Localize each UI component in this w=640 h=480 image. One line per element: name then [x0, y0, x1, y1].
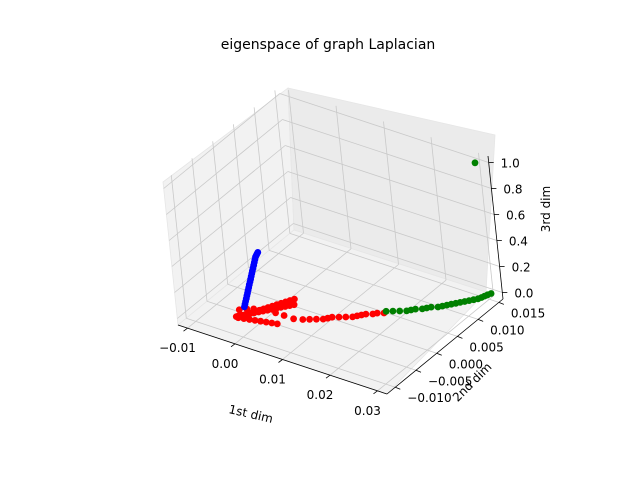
- z-axis-line: [487, 155, 504, 300]
- series-3-point-2: [396, 307, 404, 315]
- z-tick-label-0: 0.0: [514, 287, 533, 301]
- series-1-point-20: [268, 319, 276, 327]
- series-1-point-13: [290, 301, 298, 309]
- x-grid-back-2: [383, 121, 399, 265]
- series-1-point-17: [251, 317, 259, 324]
- x-tick-mark-1: [230, 343, 236, 348]
- series-1-point-39: [257, 306, 265, 314]
- series-1-point-43: [290, 315, 297, 323]
- chart-title: eigenspace of graph Laplacian: [221, 37, 436, 53]
- y-tick-mark-5: [498, 302, 505, 305]
- tick-labels: −0.01 0.00 0.01 0.02 0.03 −0.010 −0.005 0.000 0.…: [159, 157, 545, 418]
- z-grid-back-0: [293, 223, 503, 293]
- y-tick-mark-1: [415, 369, 422, 373]
- y-tick-label-3: 0.005: [469, 340, 503, 354]
- x-tick-label-1: 0.00: [212, 357, 239, 371]
- series-3-point-23: [471, 159, 479, 167]
- y-tick-mark-3: [457, 335, 463, 339]
- y-grid-floor-3: [248, 266, 458, 337]
- series-1-point-35: [291, 295, 298, 303]
- x-grid-back-0: [288, 90, 304, 234]
- series-1-point-44: [299, 316, 307, 323]
- x-tick-mark-4: [373, 390, 378, 395]
- x-tick-label-3: 0.02: [307, 388, 334, 402]
- y-grid-floor-5: [289, 233, 499, 303]
- z-grid-left-2: [171, 171, 289, 267]
- series-1-point-40: [264, 306, 271, 314]
- z-grid-left-0: [177, 223, 294, 319]
- series-1-point-19: [262, 318, 270, 326]
- series-3-point-5: [412, 305, 419, 313]
- x-grid-floor-2: [282, 264, 399, 360]
- y-grid-left-0: [170, 175, 187, 319]
- z-tick-label-4: 0.8: [503, 183, 522, 197]
- series-1-point-36: [235, 306, 243, 314]
- x-grid-back-4: [478, 152, 494, 296]
- y-tick-label-2: 0.000: [449, 357, 483, 371]
- z-grid-back-2: [287, 171, 497, 241]
- y-tick-label-0: −0.010: [407, 391, 451, 405]
- z-grid-back-1: [290, 197, 500, 267]
- series-1-point-16: [246, 316, 253, 323]
- series-1-point-18: [257, 317, 264, 325]
- axes-lines: [177, 155, 508, 395]
- x-tick-mark-3: [325, 374, 331, 379]
- y-tick-mark-0: [395, 386, 401, 390]
- x-grid-floor-4: [377, 295, 494, 392]
- y-tick-label-4: 0.010: [490, 323, 524, 337]
- series-1-point-55: [362, 310, 370, 318]
- y-grid-left-3: [233, 124, 249, 268]
- z-grid-back-4: [282, 119, 492, 189]
- x-tick-mark-0: [183, 327, 188, 332]
- z-grid-left-3: [168, 145, 286, 241]
- series-1-point-38: [250, 305, 258, 313]
- y-grid-left-5: [274, 90, 291, 234]
- x-tick-label-2: 0.01: [259, 373, 286, 387]
- series-1-point-51: [342, 313, 350, 321]
- y-axis-line: [386, 298, 504, 395]
- x-tick-label-0: −0.01: [159, 341, 196, 355]
- data-points: [232, 159, 495, 328]
- x-grid-floor-3: [329, 279, 447, 376]
- z-grid-left-4: [166, 119, 283, 215]
- y-tick-mark-4: [477, 318, 484, 322]
- x-grid-floor-0: [187, 232, 304, 329]
- y-grid-left-4: [253, 107, 270, 251]
- y-tick-label-5: 0.015: [511, 306, 545, 320]
- y-tick-mark-2: [436, 352, 442, 356]
- series-1-point-45: [306, 315, 313, 323]
- x-tick-label-4: 0.03: [354, 404, 381, 418]
- series-3-point-8: [427, 303, 435, 311]
- series-3-point-0: [382, 307, 390, 315]
- y-grid-left-2: [212, 141, 229, 285]
- series-3-point-1: [389, 307, 397, 315]
- y-grid-left-1: [191, 158, 208, 302]
- z-grid-back-3: [285, 145, 495, 215]
- z-tick-label-3: 0.6: [506, 209, 525, 223]
- x-grid-back-1: [335, 105, 352, 249]
- z-tick-label-5: 1.0: [501, 157, 520, 171]
- series-1-point-49: [328, 313, 336, 321]
- z-tick-label-1: 0.2: [512, 261, 531, 275]
- y-grid-floor-0: [186, 317, 396, 388]
- x-tick-mark-2: [278, 359, 283, 363]
- series-1-point-42: [280, 312, 288, 319]
- series-2-point-21: [254, 249, 262, 256]
- y-tick-label-1: −0.005: [428, 374, 472, 388]
- series-1-point-46: [313, 315, 320, 323]
- z-grid-left-5: [163, 93, 280, 189]
- series-3-point-22: [487, 290, 495, 297]
- x-grid-back-3: [430, 137, 447, 281]
- series-1-point-57: [373, 309, 381, 317]
- z-tick-label-2: 0.4: [509, 235, 528, 249]
- z-axis-label: 3rd dim: [539, 186, 553, 232]
- z-grid-back-5: [279, 93, 489, 163]
- series-1-point-41: [272, 309, 279, 317]
- z-grid-left-1: [174, 197, 291, 293]
- series-1-point-50: [335, 313, 343, 321]
- series-1-point-21: [273, 320, 281, 328]
